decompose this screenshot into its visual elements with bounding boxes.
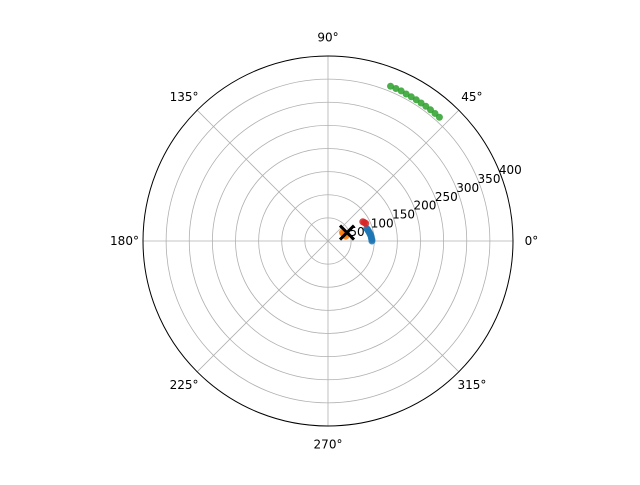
series-2-point-9 xyxy=(392,84,400,92)
radial-tick-label-2: 150 xyxy=(392,207,415,221)
series-3-point-2 xyxy=(359,218,367,226)
angular-gridline-3 xyxy=(196,109,329,242)
label-layer: 0° 45° 90° 135° 180° 225° 270° 315° 50 1001502002… xyxy=(110,31,538,452)
angle-tick-label-4: 180° xyxy=(110,234,139,248)
angular-gridline-1 xyxy=(327,109,460,242)
angle-tick-label-6: 270° xyxy=(314,438,343,452)
series-2-point-10 xyxy=(387,82,395,90)
angle-tick-label-1: 45° xyxy=(461,90,482,104)
angle-tick-label-2: 90° xyxy=(317,31,338,45)
angular-gridline-5 xyxy=(196,240,329,373)
radial-tick-label-1: 100 xyxy=(371,216,394,230)
radial-tick-label-4: 250 xyxy=(435,190,458,204)
series-4-x-marker-0 xyxy=(338,224,356,241)
angle-tick-label-0: 0° xyxy=(525,234,539,248)
angle-tick-label-3: 135° xyxy=(170,90,199,104)
angle-tick-label-7: 315° xyxy=(457,378,486,392)
radial-tick-label-6: 350 xyxy=(478,172,501,186)
radial-tick-label-7: 400 xyxy=(499,163,522,177)
polar-frame xyxy=(142,55,514,427)
data-layer xyxy=(338,82,443,245)
angle-tick-label-5: 225° xyxy=(170,378,199,392)
series-4-x-stroke-b-0 xyxy=(338,224,356,241)
radial-tick-label-0: 50 xyxy=(349,225,364,239)
radial-tick-label-3: 200 xyxy=(413,199,436,213)
frame-layer xyxy=(142,55,514,427)
series-2-point-8 xyxy=(397,87,405,95)
angular-gridline-7 xyxy=(327,240,460,373)
grid-layer xyxy=(143,56,513,426)
radial-tick-label-5: 300 xyxy=(456,181,479,195)
